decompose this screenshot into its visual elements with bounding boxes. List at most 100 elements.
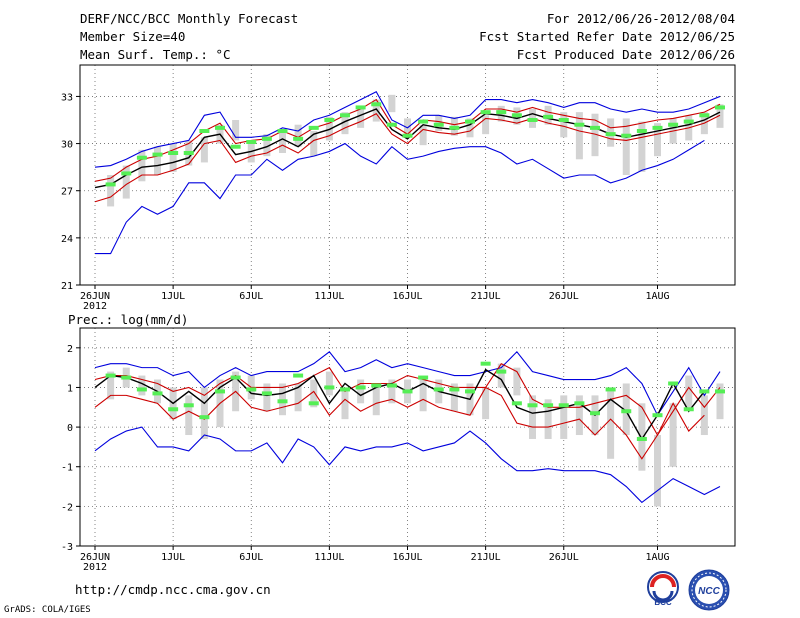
median-bar — [574, 122, 585, 127]
footer-url[interactable]: http://cmdp.ncc.cma.gov.cn — [75, 582, 271, 597]
median-bar — [199, 415, 210, 420]
median-bar — [136, 387, 147, 392]
x-tick-label: 21JUL — [471, 552, 501, 563]
median-bar — [308, 125, 319, 130]
median-bar — [183, 151, 194, 155]
median-bar — [621, 409, 632, 414]
x-tick-label: 1JUL — [161, 291, 185, 302]
spread-box — [107, 371, 115, 400]
median-bar — [402, 389, 413, 394]
median-bar — [324, 118, 335, 122]
spread-box — [154, 146, 161, 175]
median-bar — [246, 387, 257, 392]
median-bar — [121, 171, 132, 176]
median-bar — [371, 102, 382, 107]
ncc-logo: NCC — [686, 568, 732, 612]
median-bar — [261, 391, 272, 396]
y-tick-label: 24 — [61, 234, 73, 245]
median-bar — [496, 369, 507, 374]
y-tick-label: -1 — [61, 463, 73, 474]
spread-box — [482, 115, 490, 135]
x-tick-label: 26JUL — [549, 552, 579, 563]
median-bar — [480, 110, 491, 115]
median-bar — [277, 129, 288, 133]
median-bar — [465, 389, 475, 394]
y-tick-label: -3 — [61, 542, 73, 553]
x-tick-label: 1AUG — [645, 291, 669, 302]
spread-box — [310, 131, 318, 157]
median-bar — [605, 387, 616, 392]
spread-box — [310, 379, 318, 408]
x-tick-label: 1JUL — [161, 552, 185, 563]
median-bar — [215, 389, 225, 394]
spread-box — [419, 379, 427, 412]
spread-box — [419, 124, 427, 146]
spread-box — [357, 105, 365, 128]
spread-box — [372, 99, 380, 122]
median-bar — [261, 136, 272, 141]
spread-box — [279, 131, 286, 153]
median-bar — [168, 151, 179, 155]
spread-box — [497, 363, 505, 388]
panel-precipitation: -3 -2 -1 0 1 2 26JUN 1JUL 6JUL 11JUL 16JUL 21JUL 26J… — [61, 327, 736, 573]
variable-label: Mean Surf. Temp.: °C — [80, 47, 231, 62]
median-bar — [293, 136, 304, 141]
median-bar — [574, 401, 585, 406]
series-line-mean — [94, 108, 721, 189]
ncc-logo-text: NCC — [698, 586, 720, 597]
spread-box — [388, 94, 396, 113]
median-bar — [183, 403, 194, 408]
spread-box — [200, 137, 208, 163]
spread-box — [466, 118, 474, 138]
median-bar — [449, 387, 460, 392]
y-tick-label: 21 — [61, 281, 73, 292]
median-bar — [402, 133, 413, 138]
spread-box — [575, 395, 583, 436]
median-bar — [496, 110, 507, 115]
spread-box — [607, 391, 615, 459]
spread-box — [450, 383, 458, 412]
x-tick-label: 6JUL — [239, 291, 263, 302]
spread-box — [560, 112, 568, 138]
spread-box — [107, 175, 115, 207]
series-line-min — [95, 139, 705, 255]
spread-box — [575, 112, 583, 160]
y-tick-label: 27 — [61, 187, 73, 198]
median-bar — [386, 383, 397, 388]
median-bar — [340, 387, 350, 392]
x-tick-label: 21JUL — [471, 291, 501, 302]
x-tick-label: 26JUN — [80, 291, 110, 302]
year-label: 2012 — [83, 562, 107, 573]
median-bar — [558, 403, 569, 408]
median-bar — [418, 119, 429, 124]
spread-box — [357, 379, 365, 404]
median-bar — [340, 113, 350, 118]
median-bar — [699, 389, 710, 394]
spread-box — [529, 395, 536, 439]
median-bar — [543, 114, 554, 119]
spread-box — [544, 399, 552, 439]
median-bar — [355, 385, 366, 390]
spread-box — [669, 403, 677, 467]
y-tick-label: 0 — [67, 423, 73, 434]
median-bar — [215, 125, 225, 130]
median-bar — [277, 399, 288, 404]
spread-box — [654, 123, 661, 157]
spread-box — [685, 375, 693, 408]
series-line-max — [94, 90, 721, 168]
x-tick-label: 11JUL — [314, 291, 344, 302]
spread-box — [654, 435, 661, 507]
median-bar — [683, 407, 694, 412]
spread-box — [185, 395, 193, 436]
spread-box — [325, 116, 333, 141]
y-tick-label: 33 — [61, 92, 73, 103]
spread-box — [622, 118, 630, 175]
median-bar — [136, 155, 147, 160]
spread-box — [294, 124, 302, 147]
spread-box — [122, 165, 130, 199]
median-bar — [527, 403, 538, 408]
spread-box — [716, 104, 724, 128]
median-bar — [230, 375, 241, 380]
median-bar — [543, 403, 554, 408]
